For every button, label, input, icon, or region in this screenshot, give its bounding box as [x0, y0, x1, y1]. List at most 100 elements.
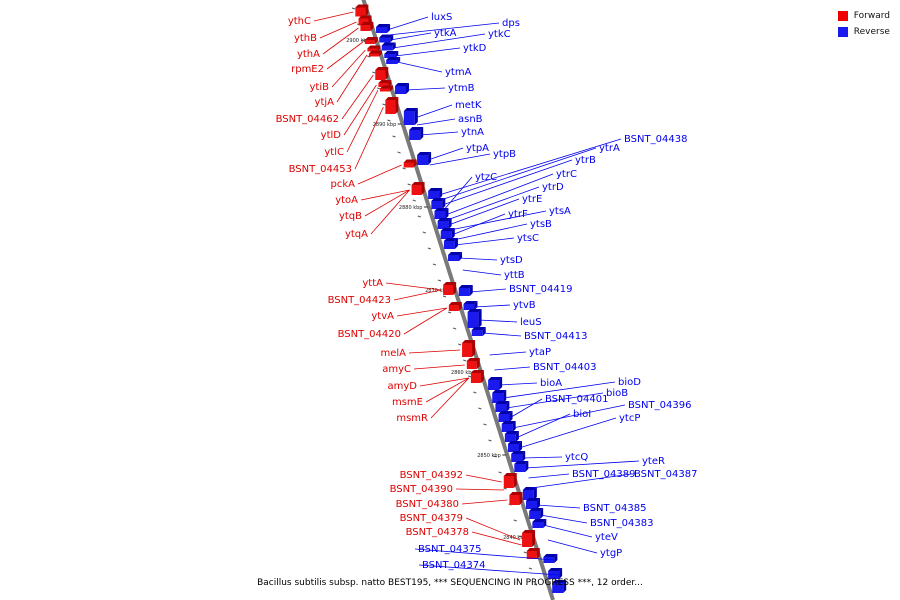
gene-block	[385, 97, 399, 114]
gene-block	[532, 519, 547, 528]
gene-block	[511, 451, 526, 462]
leader-line	[528, 473, 570, 479]
gene-label: ytpA	[466, 143, 489, 154]
leader-line	[453, 223, 528, 241]
gene-block	[501, 421, 516, 432]
leader-line	[425, 377, 470, 403]
leader-line	[386, 16, 429, 31]
gene-block	[443, 282, 457, 295]
leader-line	[509, 398, 543, 419]
gene-label: ythA	[297, 49, 320, 60]
leader-line	[450, 210, 547, 231]
leader-line	[427, 147, 464, 161]
gene-block	[394, 83, 409, 94]
leader-line	[459, 257, 498, 261]
gene-label: melA	[380, 348, 406, 359]
leader-line	[396, 307, 447, 317]
minor-tick	[447, 311, 452, 314]
gene-label: ytrD	[542, 182, 564, 193]
gene-label: yttB	[504, 270, 525, 281]
gene-label: bioD	[618, 377, 641, 388]
leader-line	[448, 198, 520, 226]
leader-line	[454, 237, 515, 246]
gene-block	[443, 238, 458, 249]
gene-block	[552, 580, 567, 593]
kbp-tick-label: 2850 kbp	[477, 453, 501, 459]
gene-label: ytpB	[493, 149, 516, 160]
gene-label: ytlD	[321, 130, 342, 141]
gene-block	[488, 377, 503, 390]
gene-label: BSNT_04385	[583, 503, 646, 514]
leader-line	[397, 61, 443, 73]
minor-tick	[417, 215, 421, 218]
leader-line	[536, 504, 581, 509]
gene-label: ytmA	[445, 67, 472, 78]
gene-block	[458, 285, 473, 296]
gene-label: ytzC	[475, 172, 497, 183]
leader-line	[540, 514, 588, 524]
kbp-tick-label: 2860 kbp	[451, 370, 475, 376]
gene-label: ytcP	[619, 413, 640, 424]
gene-label: metK	[455, 100, 482, 111]
minor-tick	[362, 39, 366, 42]
gene-block	[526, 548, 540, 559]
gene-label: yteR	[642, 456, 665, 467]
minor-tick	[468, 375, 472, 378]
gene-block	[543, 554, 558, 563]
leader-line	[420, 131, 459, 136]
gene-block	[508, 441, 523, 452]
leader-line	[413, 364, 465, 370]
gene-block	[492, 390, 507, 403]
minor-tick	[493, 455, 497, 458]
minor-tick	[397, 151, 401, 154]
gene-block	[434, 208, 449, 219]
gene-label: BSNT_04420	[338, 329, 401, 340]
minor-tick	[513, 519, 517, 522]
leader-line	[341, 74, 374, 120]
gene-label: yttA	[362, 278, 383, 289]
legend-reverse: Reverse	[837, 24, 890, 40]
gene-block	[386, 57, 401, 64]
leader-line	[414, 548, 555, 561]
gene-label: BSNT_04380	[396, 499, 459, 510]
leader-line	[392, 33, 486, 49]
leader-line	[403, 307, 448, 335]
leader-line	[360, 189, 410, 201]
leader-line	[446, 186, 540, 221]
leader-line	[336, 54, 368, 103]
minor-tick	[407, 183, 411, 186]
gene-label: BSNT_04390	[390, 484, 453, 495]
reverse-swatch	[837, 27, 848, 37]
gene-label: ytrC	[556, 169, 577, 180]
minor-tick	[483, 423, 487, 426]
gene-label: ytlC	[324, 147, 344, 158]
gene-label: pckA	[331, 179, 356, 190]
gene-label: bioB	[606, 388, 628, 399]
gene-label: BSNT_04403	[533, 362, 596, 373]
gene-label: leuS	[520, 317, 542, 328]
reverse-label: Reverse	[853, 27, 890, 37]
leader-line	[416, 118, 456, 126]
minor-tick	[478, 407, 482, 410]
leader-line	[503, 381, 616, 399]
gene-label: BSNT_04374	[422, 560, 485, 571]
minor-tick	[458, 343, 462, 346]
gene-label: ytsC	[517, 233, 539, 244]
minor-tick	[377, 87, 381, 90]
minor-tick	[427, 247, 432, 250]
gene-block	[495, 401, 510, 412]
gene-block	[448, 302, 462, 311]
leader-line	[322, 27, 359, 55]
leader-line	[440, 147, 597, 201]
leader-line	[393, 289, 442, 301]
gene-block	[471, 327, 486, 336]
gene-block	[364, 37, 378, 44]
minor-tick	[463, 359, 467, 362]
leader-line	[478, 319, 518, 323]
gene-label: BSNT_04413	[524, 331, 587, 342]
minor-tick	[367, 55, 371, 58]
gene-block	[470, 370, 484, 383]
leader-line	[455, 488, 505, 491]
minor-tick	[402, 167, 406, 170]
legend-forward: Forward	[837, 8, 890, 24]
